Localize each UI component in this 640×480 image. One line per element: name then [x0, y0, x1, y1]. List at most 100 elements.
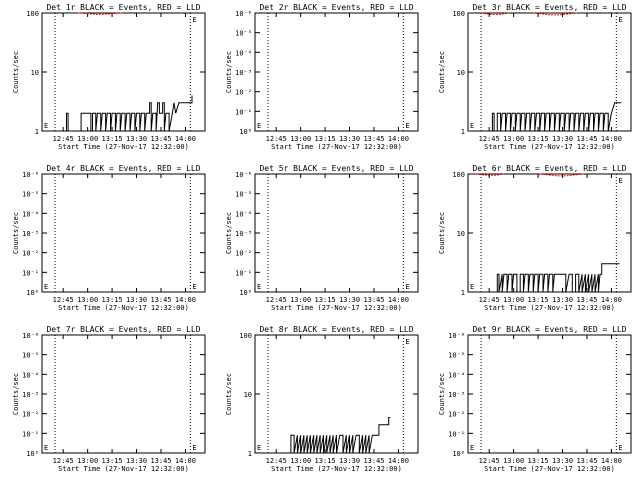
x-tick-label: 13:15: [528, 135, 549, 143]
y-tick-label: 10⁻¹: [235, 108, 252, 116]
y-tick-label: 10⁻⁶: [22, 332, 39, 340]
x-tick-label: 13:00: [77, 457, 98, 465]
x-tick-label: 13:15: [102, 296, 123, 304]
x-tick-label: 13:30: [552, 296, 573, 304]
marker-e-left: E: [257, 444, 261, 452]
y-tick-label: 10⁻⁵: [22, 352, 39, 360]
x-tick-label: 13:30: [126, 135, 147, 143]
chart-title: Det 1r BLACK = Events, RED = LLD: [46, 3, 200, 12]
x-tick-label: 14:00: [388, 296, 409, 304]
y-tick-label: 1: [461, 128, 465, 136]
y-tick-label: 10⁰: [239, 289, 252, 297]
y-tick-label: 10⁻⁴: [235, 49, 252, 57]
chart-title: Det 4r BLACK = Events, RED = LLD: [46, 164, 200, 173]
x-axis-label: Start Time (27-Nov-17 12:32:00): [271, 304, 402, 312]
y-tick-label: 10⁻⁵: [235, 191, 252, 199]
y-tick-label: 10⁻⁵: [235, 30, 252, 38]
y-tick-label: 1: [461, 289, 465, 297]
y-tick-label: 10: [31, 69, 39, 77]
y-tick-label: 10: [244, 391, 252, 399]
x-tick-label: 13:45: [150, 135, 171, 143]
x-tick-label: 12:45: [479, 457, 500, 465]
x-tick-label: 12:45: [53, 135, 74, 143]
y-axis-label: Counts/sec: [12, 51, 20, 93]
y-axis-label: Counts/sec: [438, 373, 446, 415]
y-tick-label: 10⁻³: [448, 391, 465, 399]
lld-series-line: [476, 173, 584, 177]
x-tick-label: 14:00: [601, 457, 622, 465]
x-axis-label: Start Time (27-Nov-17 12:32:00): [484, 465, 615, 473]
x-tick-label: 13:00: [77, 135, 98, 143]
events-series-line: [290, 417, 391, 454]
chart-title: Det 9r BLACK = Events, RED = LLD: [472, 325, 626, 334]
y-tick-label: 10⁰: [239, 128, 252, 136]
y-tick-label: 10⁻¹: [448, 430, 465, 438]
x-tick-label: 14:00: [388, 457, 409, 465]
chart-panel-9: Det 9r BLACK = Events, RED = LLD 12:45 13:…: [438, 325, 632, 473]
x-tick-label: 13:45: [363, 296, 384, 304]
x-tick-label: 14:00: [601, 296, 622, 304]
marker-e-right: E: [405, 122, 409, 130]
y-axis-label: Counts/sec: [12, 373, 20, 415]
plot-frame: [467, 334, 632, 454]
x-tick-label: 13:00: [503, 296, 524, 304]
x-tick-label: 13:15: [315, 296, 336, 304]
y-tick-label: 100: [452, 10, 465, 18]
x-tick-label: 13:30: [552, 457, 573, 465]
x-tick-label: 13:00: [290, 457, 311, 465]
marker-e-right: E: [192, 16, 196, 24]
plot-frame: [254, 173, 419, 293]
x-tick-label: 14:00: [388, 135, 409, 143]
chart-title: Det 3r BLACK = Events, RED = LLD: [472, 3, 626, 12]
x-tick-label: 13:30: [126, 296, 147, 304]
y-tick-label: 10⁻²: [235, 89, 252, 97]
y-tick-label: 10⁻³: [22, 391, 39, 399]
marker-e-right: E: [618, 444, 622, 452]
chart-title: Det 7r BLACK = Events, RED = LLD: [46, 325, 200, 334]
x-tick-label: 12:45: [266, 135, 287, 143]
x-tick-label: 13:00: [290, 135, 311, 143]
x-tick-label: 14:00: [601, 135, 622, 143]
x-tick-label: 14:00: [175, 457, 196, 465]
y-tick-label: 10⁰: [26, 450, 39, 458]
marker-e-left: E: [470, 444, 474, 452]
x-axis-label: Start Time (27-Nov-17 12:32:00): [484, 143, 615, 151]
y-tick-label: 10: [457, 230, 465, 238]
x-tick-label: 13:00: [503, 135, 524, 143]
x-tick-label: 12:45: [266, 296, 287, 304]
plot-frame: [41, 173, 206, 293]
y-tick-label: 100: [452, 171, 465, 179]
x-tick-label: 12:45: [266, 457, 287, 465]
lld-series-line: [77, 12, 122, 15]
y-tick-label: 1: [248, 450, 252, 458]
marker-e-right: E: [405, 338, 409, 346]
y-tick-label: 10⁻⁴: [448, 371, 465, 379]
x-tick-label: 13:45: [150, 296, 171, 304]
y-tick-label: 10⁻³: [22, 230, 39, 238]
marker-e-right: E: [618, 16, 622, 24]
y-axis-label: Counts/sec: [225, 212, 233, 254]
x-tick-label: 13:30: [552, 135, 573, 143]
y-tick-label: 10⁻⁶: [235, 171, 252, 179]
events-series-line: [491, 102, 622, 132]
y-tick-label: 10⁻⁶: [235, 10, 252, 18]
y-axis-label: Counts/sec: [225, 51, 233, 93]
y-tick-label: 10⁻⁴: [22, 371, 39, 379]
x-tick-label: 13:00: [77, 296, 98, 304]
chart-title: Det 5r BLACK = Events, RED = LLD: [259, 164, 413, 173]
events-series-line: [496, 263, 620, 293]
marker-e-right: E: [192, 283, 196, 291]
y-tick-label: 10⁻³: [235, 230, 252, 238]
y-tick-label: 10⁻¹: [22, 269, 39, 277]
x-axis-label: Start Time (27-Nov-17 12:32:00): [271, 143, 402, 151]
x-axis-label: Start Time (27-Nov-17 12:32:00): [58, 465, 189, 473]
lld-series-line: [480, 12, 578, 16]
plot-frame: [41, 334, 206, 454]
marker-e-right: E: [192, 444, 196, 452]
marker-e-left: E: [257, 122, 261, 130]
